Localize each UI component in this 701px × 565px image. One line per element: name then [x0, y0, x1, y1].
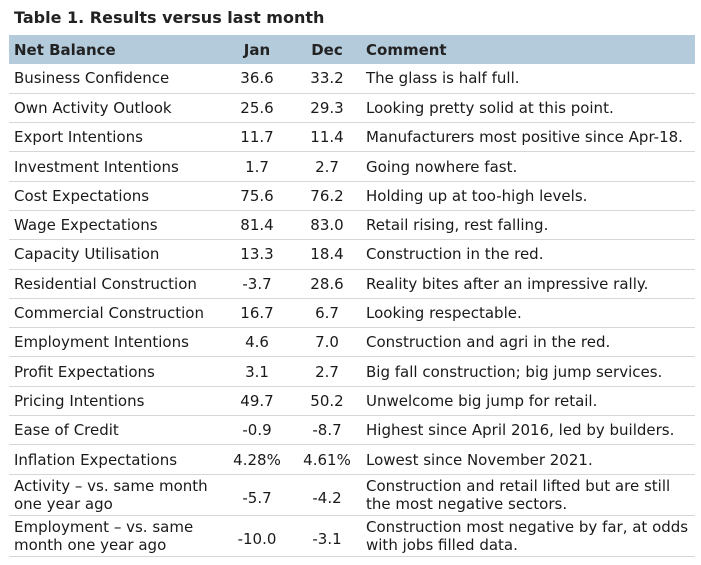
- comment-text: Construction in the red.: [366, 245, 544, 264]
- dec-value: 76.2: [310, 186, 344, 205]
- comment-text: Holding up at too-high levels.: [366, 186, 588, 205]
- dec-value: 33.2: [310, 69, 344, 88]
- row-label: Activity – vs. same month one year ago: [14, 476, 208, 513]
- table-row: Profit Expectations 3.1 2.7 Big fall con…: [9, 357, 695, 387]
- table-row: Commercial Construction 16.7 6.7 Looking…: [9, 298, 695, 328]
- comment-text: Reality bites after an impressive rally.: [366, 274, 649, 293]
- jan-value: 4.6: [245, 333, 269, 352]
- jan-value: 36.6: [240, 69, 274, 88]
- dec-value: -4.2: [312, 488, 342, 507]
- dec-value: -8.7: [312, 421, 342, 440]
- row-label: Own Activity Outlook: [14, 98, 172, 117]
- table-row: Inflation Expectations 4.28% 4.61% Lowes…: [9, 445, 695, 475]
- table-row: Business Confidence 36.6 33.2 The glass …: [9, 64, 695, 94]
- row-label: Ease of Credit: [14, 421, 119, 440]
- jan-value: -5.7: [242, 488, 272, 507]
- row-label: Business Confidence: [14, 69, 170, 88]
- header-row: Net Balance Jan Dec Comment: [9, 35, 695, 64]
- row-label: Capacity Utilisation: [14, 245, 160, 264]
- comment-text: Big fall construction; big jump services…: [366, 362, 663, 381]
- jan-value: 3.1: [245, 362, 269, 381]
- comment-text: Construction and agri in the red.: [366, 333, 611, 352]
- comment-text: Highest since April 2016, led by builder…: [366, 421, 675, 440]
- row-label: Pricing Intentions: [14, 391, 145, 410]
- header-net-balance: Net Balance: [14, 40, 116, 59]
- dec-value: 83.0: [310, 216, 344, 235]
- row-label: Wage Expectations: [14, 216, 158, 235]
- comment-text: The glass is half full.: [366, 69, 520, 88]
- comment-text: Construction and retail lifted but are s…: [366, 476, 671, 513]
- table-title: Table 1. Results versus last month: [14, 8, 325, 27]
- table-row: Export Intentions 11.7 11.4 Manufacturer…: [9, 123, 695, 152]
- comment-text: Construction most negative by far, at od…: [366, 517, 689, 554]
- jan-value: 11.7: [240, 128, 274, 147]
- dec-value: 2.7: [315, 362, 339, 381]
- table-row: Ease of Credit -0.9 -8.7 Highest since A…: [9, 416, 695, 445]
- dec-value: 6.7: [315, 304, 339, 323]
- header-jan: Jan: [243, 40, 271, 59]
- header-dec: Dec: [311, 40, 343, 59]
- table-row: Own Activity Outlook 25.6 29.3 Looking p…: [9, 93, 695, 123]
- jan-value: 4.28%: [233, 450, 281, 469]
- table-row: Activity – vs. same month one year ago -…: [9, 474, 695, 516]
- table-row: Investment Intentions 1.7 2.7 Going nowh…: [9, 152, 695, 182]
- row-label: Employment – vs. same month one year ago: [14, 517, 194, 554]
- dec-value: 18.4: [310, 245, 344, 264]
- table-row: Capacity Utilisation 13.3 18.4 Construct…: [9, 240, 695, 270]
- jan-value: 16.7: [240, 304, 274, 323]
- row-label: Profit Expectations: [14, 362, 155, 381]
- dec-value: 2.7: [315, 157, 339, 176]
- results-table: Net Balance Jan Dec Comment Business Con…: [9, 35, 695, 557]
- row-label: Investment Intentions: [14, 157, 179, 176]
- comment-text: Retail rising, rest falling.: [366, 216, 549, 235]
- jan-value: 81.4: [240, 216, 274, 235]
- table-row: Residential Construction -3.7 28.6 Reali…: [9, 269, 695, 299]
- comment-text: Lowest since November 2021.: [366, 450, 593, 469]
- dec-value: 28.6: [310, 274, 344, 293]
- jan-value: -3.7: [242, 274, 272, 293]
- jan-value: -0.9: [242, 421, 272, 440]
- jan-value: 25.6: [240, 98, 274, 117]
- comment-text: Going nowhere fast.: [366, 157, 518, 176]
- row-label: Commercial Construction: [14, 304, 204, 323]
- dec-value: 7.0: [315, 333, 339, 352]
- row-label: Inflation Expectations: [14, 450, 178, 469]
- dec-value: 50.2: [310, 391, 344, 410]
- jan-value: -10.0: [237, 529, 277, 548]
- comment-text: Looking respectable.: [366, 304, 522, 323]
- dec-value: 11.4: [310, 128, 344, 147]
- table-row: Wage Expectations 81.4 83.0 Retail risin…: [9, 210, 695, 240]
- comment-text: Unwelcome big jump for retail.: [366, 391, 598, 410]
- jan-value: 13.3: [240, 245, 274, 264]
- dec-value: -3.1: [312, 529, 342, 548]
- row-label: Cost Expectations: [14, 186, 150, 205]
- jan-value: 75.6: [240, 186, 274, 205]
- comment-text: Looking pretty solid at this point.: [366, 98, 614, 117]
- dec-value: 29.3: [310, 98, 344, 117]
- table-body: Business Confidence 36.6 33.2 The glass …: [9, 64, 695, 557]
- jan-value: 49.7: [240, 391, 274, 410]
- header-comment: Comment: [366, 40, 447, 59]
- row-label: Employment Intentions: [14, 333, 189, 352]
- row-label: Export Intentions: [14, 128, 143, 147]
- dec-value: 4.61%: [303, 450, 351, 469]
- table-row: Cost Expectations 75.6 76.2 Holding up a…: [9, 181, 695, 211]
- jan-value: 1.7: [245, 157, 269, 176]
- table-row: Pricing Intentions 49.7 50.2 Unwelcome b…: [9, 386, 695, 416]
- table-row: Employment – vs. same month one year ago…: [9, 515, 695, 557]
- row-label: Residential Construction: [14, 274, 197, 293]
- comment-text: Manufacturers most positive since Apr-18…: [366, 128, 683, 147]
- table-row: Employment Intentions 4.6 7.0 Constructi…: [9, 328, 695, 357]
